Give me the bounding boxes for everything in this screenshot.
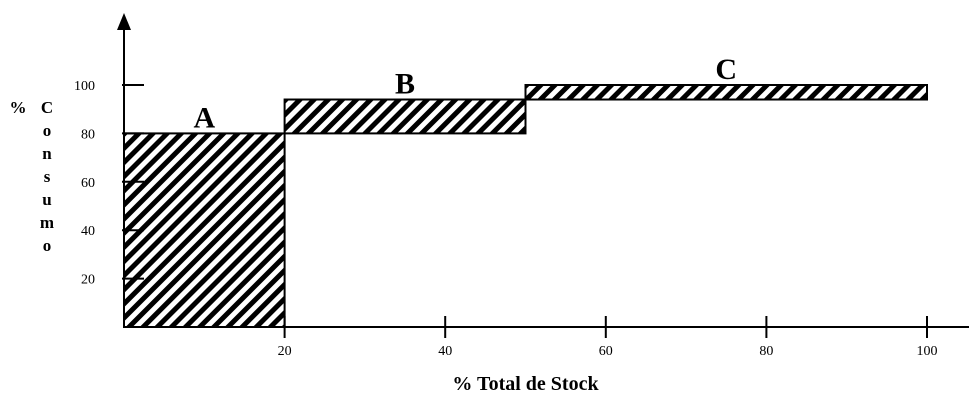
zone-label-a: A [193,101,215,134]
y-axis-title-char: % [10,98,27,117]
x-tick-label: 40 [438,344,452,359]
y-axis-title-char: s [44,167,51,186]
zone-b [283,98,527,135]
y-axis-title-char: m [40,213,54,232]
y-axis-title-char: o [43,121,52,140]
x-tick-label: 20 [278,344,292,359]
y-tick-label: 40 [81,224,95,239]
zone-label-c: C [715,53,737,86]
x-tick-label: 80 [759,344,773,359]
zone-bar-b [283,98,527,135]
y-axis-title-char: o [43,236,52,255]
y-tick-label: 100 [74,79,95,94]
y-tick-label: 60 [81,176,95,191]
y-axis-arrow-icon [117,13,131,30]
x-tick-label: 100 [917,344,938,359]
zone-a [123,132,286,328]
x-axis-title: % Total de Stock [452,373,599,395]
x-tick-label: 60 [599,344,613,359]
zone-c [524,84,928,101]
y-tick-label: 80 [81,127,95,142]
zone-label-b: B [395,68,415,101]
zone-bar-c [524,84,928,101]
y-tick-label: 20 [81,273,95,288]
y-axis-title-char: u [42,190,51,209]
zone-bar-a [123,132,286,328]
y-axis-title-char: C [41,98,53,117]
y-axis-title-char: n [42,144,52,163]
